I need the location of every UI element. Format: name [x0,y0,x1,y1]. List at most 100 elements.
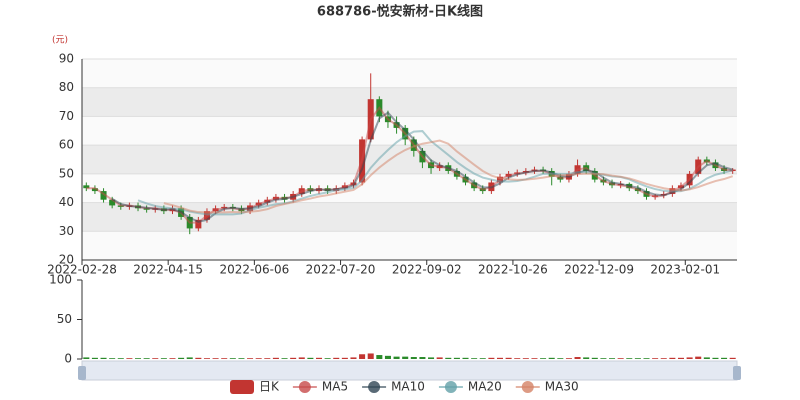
legend-icon [368,381,381,393]
volume-bar [600,358,607,359]
y-tick-label: 30 [59,224,74,238]
volume-bar [178,357,185,359]
volume-bar [540,358,547,359]
y-tick-label: 50 [59,166,74,180]
volume-bar [324,358,331,359]
legend-icon [521,381,534,393]
legend-item[interactable]: MA10 [362,380,425,394]
volume-bar [617,358,624,359]
volume-bar [212,358,219,359]
volume-bar [186,357,193,359]
zoom-handle[interactable] [78,366,86,380]
volume-tick-label: 100 [49,273,72,287]
volume-bar [609,358,616,359]
legend-item[interactable]: MA30 [515,380,579,394]
volume-bar [436,357,443,359]
volume-bar [160,358,167,359]
x-tick-label: 2022-06-06 [219,263,289,277]
zoom-track[interactable] [81,360,738,381]
volume-bar [479,358,486,359]
volume-bar [100,357,107,359]
candle-body [109,199,116,206]
volume-bar [341,357,348,359]
volume-bar [574,357,581,359]
volume-bar [143,358,150,359]
volume-tick-label: 50 [57,312,72,326]
split-band [82,145,737,174]
volume-bar [410,357,417,359]
volume-bar [376,355,383,359]
volume-bar [255,358,262,359]
volume-bar [488,357,495,359]
volume-bar [721,357,728,359]
volume-bar [522,358,529,359]
x-tick-label: 2022-04-15 [133,263,203,277]
ma-line [86,106,733,224]
y-tick-label: 20 [59,253,74,267]
split-band [82,231,737,260]
volume-bar [384,355,391,359]
x-tick-label: 2022-07-20 [306,263,376,277]
y-tick-label: 40 [59,195,74,209]
volume-bar [703,357,710,359]
split-band [82,59,737,88]
split-band [82,87,737,117]
volume-bar [367,353,374,359]
volume-bar [393,356,400,359]
chart-title: 688786-悦安新材-日K线图 [317,4,483,20]
volume-bar [669,357,676,359]
volume-bar [660,358,667,359]
legend-label: MA30 [545,380,579,394]
ma-line [163,139,734,214]
volume-bar [272,357,279,359]
data-zoom[interactable] [78,360,741,381]
volume-bar [428,357,435,359]
x-tick-label: 2022-09-02 [392,263,462,277]
volume-bar [229,358,236,359]
volume-bar [290,357,297,359]
legend-label: 日K [259,380,280,394]
volume-bar [203,358,210,359]
volume-bar [247,358,254,359]
volume-bar [135,358,142,359]
candle-body [100,191,107,200]
legend-item[interactable]: MA5 [292,380,348,394]
volume-bar [591,357,598,359]
y-tick-label: 90 [59,52,74,66]
volume-bar [195,357,202,359]
volume-bar [496,357,504,359]
legend-item[interactable]: MA20 [438,380,502,394]
legend-icon [230,380,254,394]
y-tick-label: 70 [59,109,74,123]
volume-bar [264,358,271,359]
volume-bar [315,357,323,359]
volume-bar [505,357,512,359]
volume-bar [583,357,590,359]
zoom-handle[interactable] [733,366,741,380]
volume-bar [117,358,124,359]
legend-label: MA20 [468,380,502,394]
volume-bar [169,358,176,359]
volume-bar [83,357,90,359]
volume-bar [126,358,133,359]
candle-body [91,188,98,192]
y-unit: (元) [52,36,68,46]
legend-label: MA10 [391,380,425,394]
volume-bar [686,357,693,359]
x-tick-label: 2023-02-01 [650,263,720,277]
volume-bar [557,358,564,359]
volume-bar [531,358,538,359]
volume-bar [565,358,572,359]
volume-bar [419,357,426,359]
volume-bar [471,358,478,359]
legend-item[interactable]: 日K [230,380,280,395]
ma-line [137,130,733,216]
volume-bar [548,357,555,359]
volume-bar [298,357,305,359]
volume-bar [350,357,357,359]
volume-bar [359,354,366,359]
volume-bar [729,357,736,359]
y-tick-label: 80 [59,80,74,94]
volume-bar [402,356,409,359]
